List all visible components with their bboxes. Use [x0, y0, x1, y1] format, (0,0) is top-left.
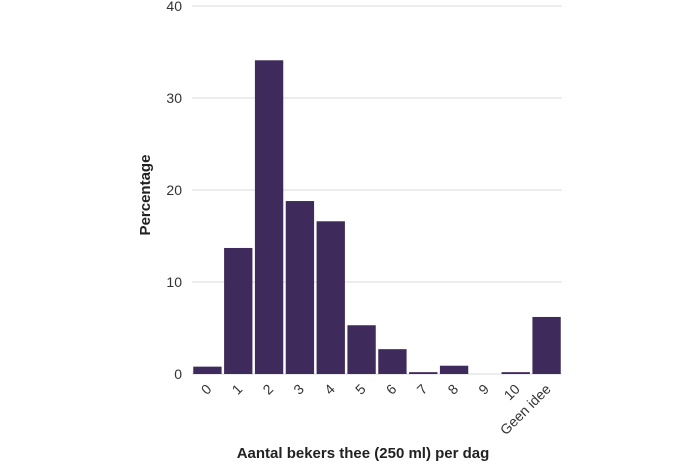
y-axis-ticks: 0 10 20 30 40	[166, 0, 182, 382]
x-tick-label: 7	[414, 381, 431, 398]
x-tick-label: 0	[198, 381, 215, 398]
bar-8	[439, 365, 469, 374]
bar-4	[316, 221, 345, 374]
y-tick-label: 10	[166, 274, 182, 290]
y-tick-label: 0	[174, 366, 182, 382]
y-tick-label: 40	[166, 0, 182, 14]
x-axis-title: Aantal bekers thee (250 ml) per dag	[237, 445, 490, 462]
y-tick-label: 20	[166, 182, 182, 198]
bar-5	[347, 325, 376, 374]
bars	[193, 60, 561, 374]
gridlines	[192, 5, 562, 375]
bar-6	[378, 349, 407, 374]
bar-geen-idee	[532, 316, 561, 374]
x-tick-label: 1	[229, 381, 246, 398]
bar-3	[285, 201, 315, 374]
bar-10	[501, 372, 530, 374]
bar-2	[254, 60, 284, 374]
x-tick-label: 3	[290, 381, 307, 398]
x-tick-label: 9	[475, 381, 492, 398]
x-tick-label: 6	[383, 381, 400, 398]
bar-0	[193, 366, 222, 374]
y-tick-label: 30	[166, 90, 182, 106]
x-tick-label: 2	[259, 381, 276, 398]
x-tick-label: 5	[352, 381, 369, 398]
bar-7	[409, 372, 438, 374]
x-tick-label: 8	[444, 381, 461, 398]
x-tick-label: 10	[501, 381, 523, 403]
bar-1	[224, 247, 253, 374]
x-tick-label: 4	[321, 381, 338, 398]
y-axis-title: Percentage	[137, 155, 154, 236]
